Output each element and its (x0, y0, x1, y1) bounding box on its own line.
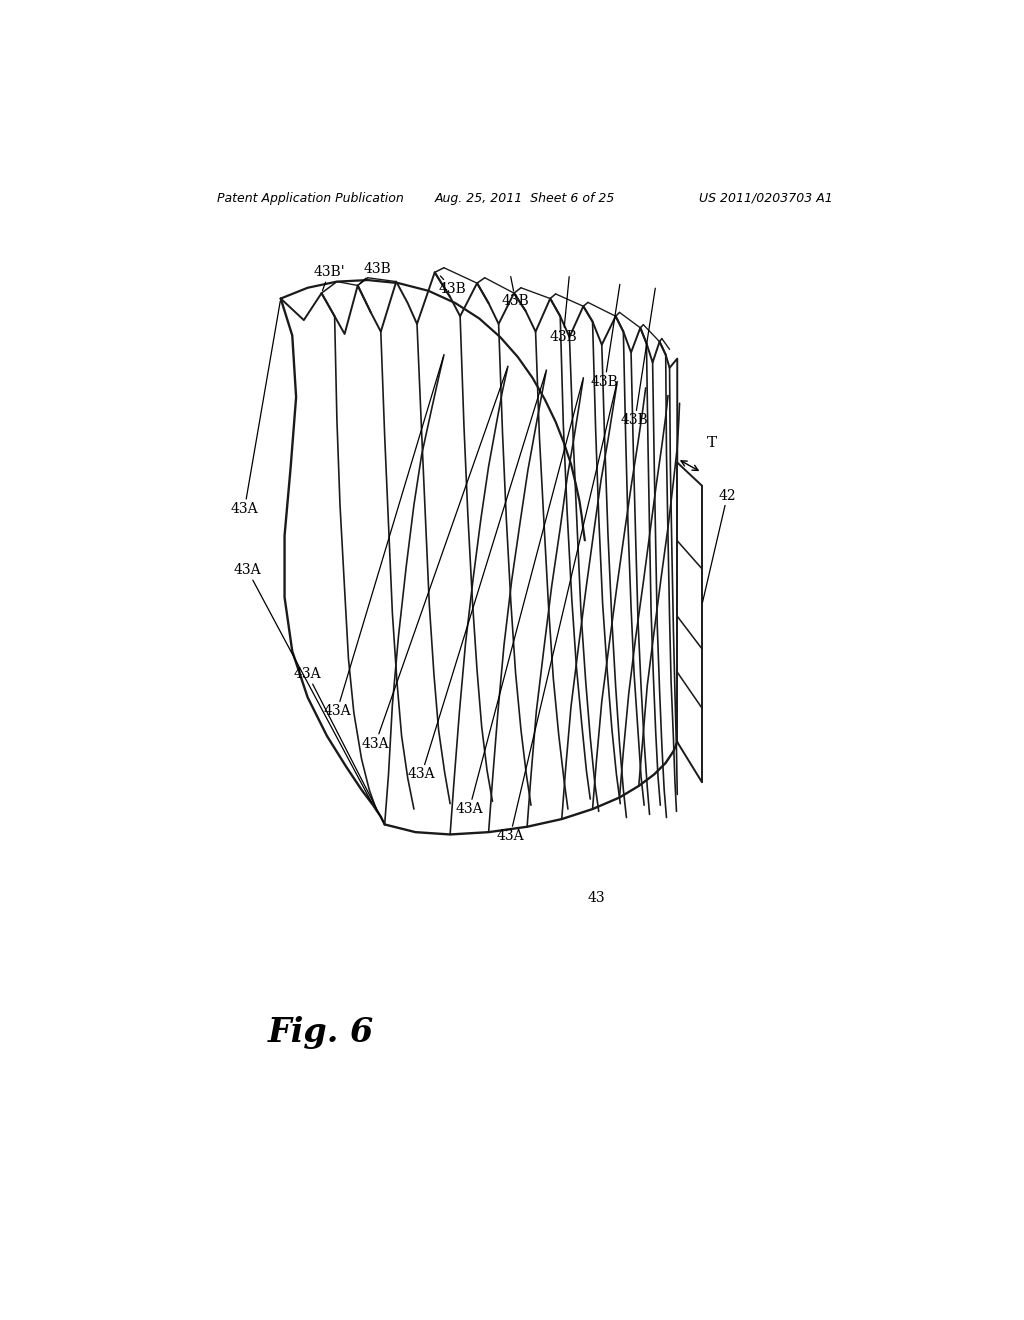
Text: 43A: 43A (408, 372, 546, 781)
Text: 43B': 43B' (313, 265, 345, 290)
Text: Aug. 25, 2011  Sheet 6 of 25: Aug. 25, 2011 Sheet 6 of 25 (434, 191, 615, 205)
Text: 42: 42 (702, 488, 736, 602)
Text: 43B: 43B (359, 261, 391, 284)
Text: 43A: 43A (324, 358, 443, 718)
Text: 43A: 43A (230, 301, 281, 516)
Text: Fig. 6: Fig. 6 (267, 1016, 374, 1049)
Text: 43A: 43A (456, 380, 583, 816)
Text: 43A: 43A (361, 368, 507, 751)
Text: 43A: 43A (497, 384, 616, 843)
Text: 43B: 43B (550, 277, 578, 345)
Text: 43: 43 (588, 891, 605, 904)
Text: 43B: 43B (621, 288, 655, 428)
Text: 43A: 43A (233, 564, 372, 803)
Text: 43B: 43B (591, 284, 620, 388)
Text: Patent Application Publication: Patent Application Publication (217, 191, 403, 205)
Text: T: T (707, 437, 717, 450)
Text: 43A: 43A (294, 668, 383, 822)
Text: US 2011/0203703 A1: US 2011/0203703 A1 (699, 191, 833, 205)
Text: 43B: 43B (502, 277, 529, 308)
Text: 43B: 43B (438, 276, 466, 296)
